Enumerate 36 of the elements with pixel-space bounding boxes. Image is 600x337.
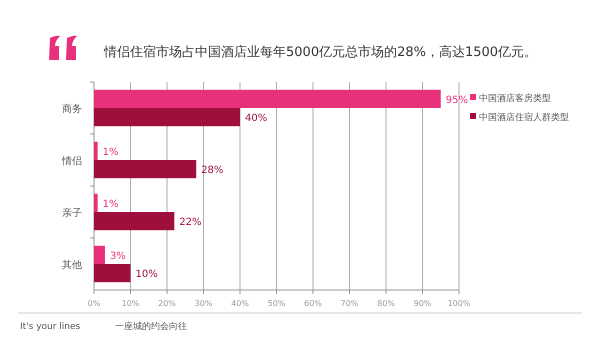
bar [94,264,130,282]
x-tick-label: 50% [268,299,286,308]
y-tick-label: 亲子 [62,207,82,219]
x-tick-label: 0% [88,299,101,308]
bar [94,160,196,178]
x-tick-label: 60% [304,299,322,308]
legend-label: 中国酒店住宿人群类型 [479,112,569,123]
x-tick-label: 40% [231,299,250,308]
text: It's your lines [20,322,81,332]
x-tick-label: 10% [122,299,140,308]
bar [94,108,240,126]
bar [94,142,98,160]
data-label: 1% [102,198,119,210]
data-label: 10% [136,269,158,280]
bar [94,212,174,230]
x-tick-label: 90% [414,299,432,308]
data-label: 22% [179,217,202,228]
data-label: 28% [201,165,224,176]
y-tick-label: 其他 [62,259,82,271]
x-tick-label: 100% [448,299,471,308]
x-tick-label: 30% [194,299,213,308]
bar [94,90,441,108]
data-label: 95% [446,94,468,106]
data-label: 40% [245,113,268,124]
text: 一座城的约会向往 [115,321,187,332]
bar [94,246,105,264]
data-label: 3% [110,250,126,262]
y-tick-label: 情侣 [61,155,82,167]
legend-label: 中国酒店客房类型 [479,93,551,104]
x-tick-label: 70% [340,299,359,308]
x-tick-label: 20% [158,299,176,308]
bar [94,194,98,212]
y-tick-label: 商务 [62,103,82,115]
chart-title: 情侣住宿市场占中国酒店业每年5000亿元总市场的28%，高达1500亿元。 [103,44,538,60]
data-label: 1% [102,146,119,158]
x-tick-label: 80% [377,299,396,308]
